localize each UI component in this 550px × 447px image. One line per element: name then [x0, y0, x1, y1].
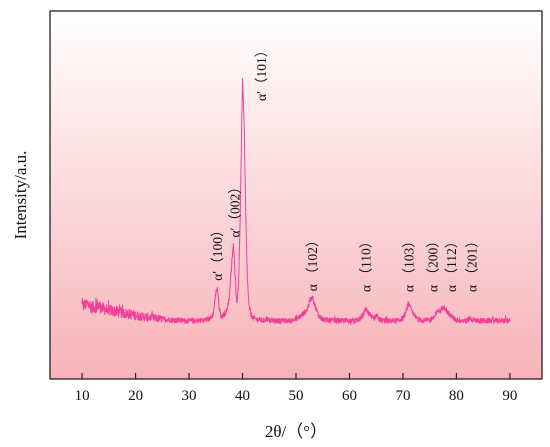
peak-label: α′（100） [210, 224, 225, 281]
x-tick-label: 10 [75, 388, 90, 404]
x-tick-label: 20 [128, 388, 143, 404]
peak-label: α （112） [444, 235, 459, 292]
peak-label: α （110） [359, 235, 374, 292]
data-marks [81, 77, 511, 325]
plot-frame [49, 10, 543, 380]
plot-background [50, 11, 542, 379]
x-tick-label: 50 [289, 388, 304, 404]
peak-label: α′（101） [254, 44, 269, 101]
y-axis-label: Intensity/a.u. [11, 151, 30, 240]
peak-label: α′（002） [228, 180, 243, 237]
peak-label: α （102） [305, 234, 320, 292]
x-tick-label: 30 [182, 388, 197, 404]
peak-label: α （103） [401, 234, 416, 292]
peak-label: α （201） [464, 234, 479, 292]
x-tick-label: 40 [235, 388, 250, 404]
x-tick-label: 80 [449, 388, 464, 404]
x-axis-ticks: 10 20 30 40 50 60 70 80 90 [75, 373, 517, 404]
x-axis-label: 2θ/（°） [265, 422, 327, 441]
peak-label: α （200） [425, 234, 440, 292]
x-tick-label: 60 [342, 388, 357, 404]
xrd-series-line [81, 77, 511, 325]
x-tick-label: 70 [395, 388, 410, 404]
x-tick-label: 90 [502, 388, 517, 404]
peak-labels: α′（100）α′（002） α′（101） α （102） α （110） α （10… [210, 44, 480, 292]
